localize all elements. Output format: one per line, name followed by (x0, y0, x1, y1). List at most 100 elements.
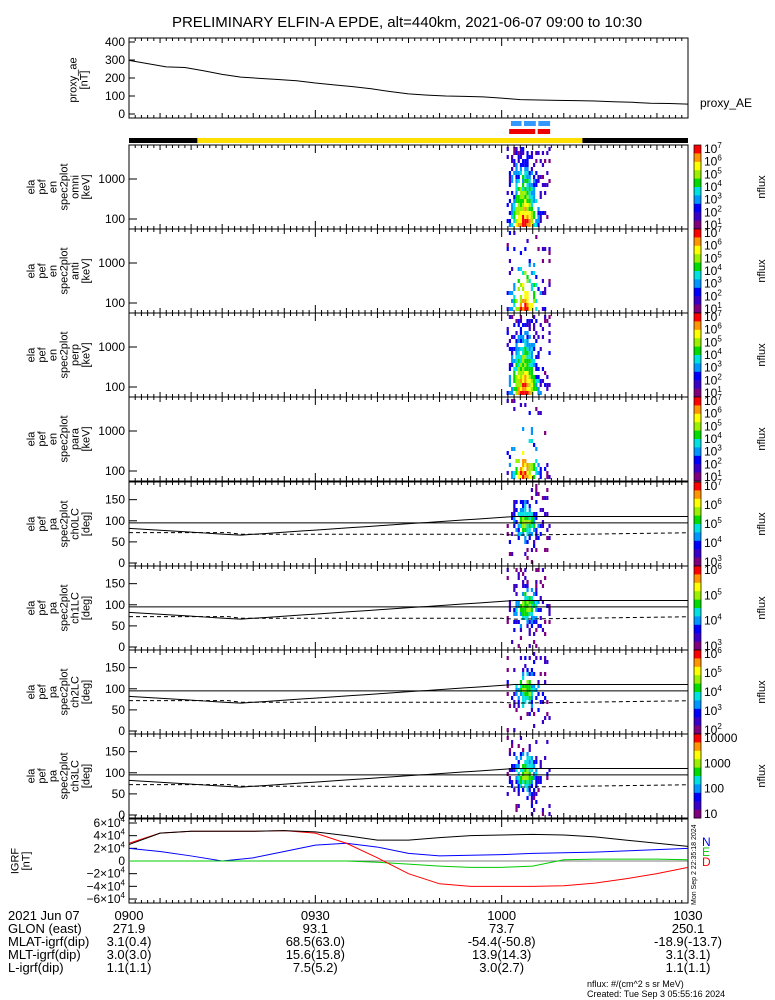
spectrogram-cell (526, 532, 529, 536)
spectrogram-cell (530, 608, 534, 612)
spectrogram-cell (528, 696, 531, 700)
colorbar-cell (694, 813, 701, 817)
spectrogram-cell (533, 540, 536, 544)
spectrogram-cell (530, 764, 534, 768)
spectrogram-cell (526, 319, 529, 323)
spectrogram-cell (537, 379, 540, 383)
spectrogram-cell (517, 219, 520, 223)
colorbar-cell (694, 323, 701, 327)
spectrogram-cell (530, 271, 534, 275)
spectrogram-cell (522, 147, 525, 151)
colorbar-tick: 104 (704, 684, 722, 699)
spectrogram-cell (533, 524, 536, 528)
colorbar-cell (694, 482, 701, 485)
spectrogram-cell (517, 319, 520, 323)
spectrogram-cell (535, 580, 538, 584)
spectrogram-cell (522, 748, 525, 752)
spectrogram-cell (515, 363, 518, 367)
panel-ylabel-line: ch3LC (70, 760, 82, 792)
spectrogram-cell (513, 147, 516, 151)
spectrogram-cell (524, 664, 527, 668)
spectrogram-cell (535, 235, 538, 239)
spectrogram-cell (522, 776, 525, 780)
colorbar-cell (694, 729, 701, 733)
y-tick-label: 100 (105, 464, 125, 478)
spectrogram-cell (526, 548, 529, 552)
spectrogram-cell (548, 351, 551, 355)
spectrogram-cell (528, 323, 531, 327)
spectrogram-cell (535, 592, 538, 596)
colorbar-cell (694, 740, 701, 743)
spectrogram-cell (524, 600, 527, 604)
spectrogram-cell (526, 187, 529, 191)
spectrogram-cell (526, 383, 529, 387)
colorbar-tick: 101 (704, 217, 722, 232)
colorbar-cell (694, 420, 701, 423)
spectrogram-cell (544, 319, 547, 323)
spectrogram-cell (546, 660, 549, 664)
spectrogram-cell (513, 471, 516, 475)
spectrogram-cell (539, 780, 542, 784)
colorbar-cell (694, 794, 701, 798)
spectrogram-cell (533, 760, 536, 764)
colorbar-cell (694, 161, 701, 165)
spectrogram-cell (517, 704, 520, 708)
ephemeris-value: 1.1(1.1) (666, 960, 711, 975)
spectrogram-cell (517, 475, 520, 479)
spectrogram-cell (535, 283, 538, 287)
spectrogram-cell (519, 315, 523, 319)
spectrogram-cell (508, 307, 512, 311)
spectrogram-cell (522, 780, 525, 784)
anti-loss-cone-line (129, 532, 689, 536)
spectrogram-cell (544, 548, 547, 552)
spectrogram-cell (535, 319, 538, 323)
spectrogram-cell (519, 776, 523, 780)
colorbar-tick: 101 (704, 469, 722, 484)
panel-ylabel-line: pef (37, 430, 49, 446)
spectrogram-cell (519, 299, 523, 303)
colorbar-cell (694, 597, 701, 601)
colorbar-cell (694, 612, 701, 615)
spectrogram-cell (533, 764, 536, 768)
spectrogram-cell (524, 383, 527, 387)
spectrogram-cell (528, 367, 531, 371)
spectrogram-cell (519, 283, 523, 287)
spectrogram-cell (533, 544, 536, 548)
spectrogram-cell (524, 379, 527, 383)
colorbar-tick: 107 (704, 309, 722, 324)
spectrogram-cell (533, 359, 536, 363)
spectrogram-cell (548, 247, 551, 251)
loss-cone-line (128, 516, 688, 536)
spectrogram-cell (519, 403, 523, 407)
spectrogram-cell (528, 191, 531, 195)
colorbar-cell (694, 361, 701, 364)
spectrogram-cell (528, 608, 531, 612)
colorbar-cell (694, 700, 701, 703)
spectrogram-cell (544, 672, 547, 676)
spectrogram-cell (548, 612, 551, 616)
spectrogram-cell (519, 784, 523, 788)
spectrogram-cell (517, 379, 520, 383)
spectrogram-cell (526, 215, 529, 219)
spectrogram-cell (535, 484, 538, 488)
spectrogram-cell (528, 760, 531, 764)
spectrogram-cell (519, 524, 523, 528)
spectrogram-cell (515, 199, 518, 203)
y-tick-label: 1000 (98, 340, 125, 354)
spectrogram-cell (533, 660, 536, 664)
colorbar-cell (694, 239, 701, 243)
spectrogram-cell (511, 211, 514, 215)
colorbar-tick: 105 (704, 665, 722, 680)
spectrogram-cell (541, 175, 545, 179)
colorbar-cell (694, 252, 701, 255)
spectrogram-cell (535, 780, 538, 784)
colorbar-cell (694, 746, 701, 750)
colorbar-cell (694, 784, 701, 787)
spectrogram-cell (511, 740, 514, 744)
spectrogram-cell (526, 776, 529, 780)
spectrogram-cell (535, 800, 538, 804)
panel-ylabel-line: [keV] (81, 342, 93, 367)
spectrogram-cell (544, 512, 547, 516)
spectrogram-cell (524, 536, 527, 540)
spectrogram-cell (513, 768, 516, 772)
